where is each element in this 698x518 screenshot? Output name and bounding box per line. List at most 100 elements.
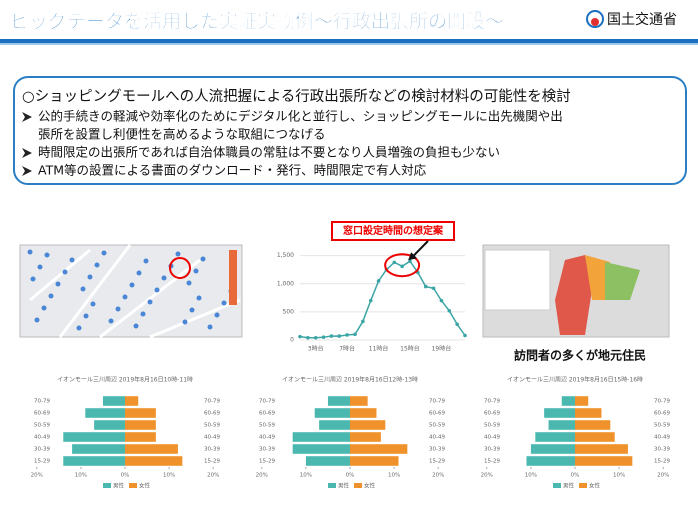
callout-text: 窓口設定時間の想定案 — [343, 224, 444, 237]
map-dot — [95, 263, 100, 268]
bar-male — [94, 420, 125, 430]
age-label: 50-59 — [654, 423, 670, 429]
map-legend-panel — [485, 250, 550, 310]
x-tick-label: 10% — [525, 473, 537, 479]
y-tick-label: 0 — [290, 337, 294, 344]
data-point — [447, 309, 451, 313]
legend-swatch — [328, 483, 336, 488]
x-tick-label: 20% — [31, 473, 43, 479]
legend-label: 女性 — [139, 482, 151, 490]
bar-female — [575, 444, 628, 454]
bar-female — [125, 396, 138, 406]
bar-female — [125, 444, 178, 454]
page: ビッグデータを活用した実証実験例～行政出張所の開設～ 国土交通省 ○ショッピング… — [0, 0, 698, 518]
legend-label: 男性 — [563, 482, 575, 490]
legend-swatch — [553, 483, 561, 488]
age-label: 50-59 — [204, 423, 220, 429]
bar-female — [575, 456, 632, 466]
bar-male — [535, 432, 575, 442]
age-label: 15-29 — [204, 459, 220, 465]
bar-male — [531, 444, 575, 454]
age-label: 70-79 — [204, 399, 220, 405]
x-tick-label: 20% — [207, 473, 219, 479]
header-bar-light — [0, 43, 698, 45]
map-dot — [109, 319, 114, 324]
age-label: 40-49 — [34, 435, 50, 441]
age-label: 40-49 — [429, 435, 445, 441]
x-tick-label: 0% — [571, 473, 580, 479]
age-label: 60-69 — [429, 411, 445, 417]
bar-male — [562, 396, 575, 406]
map-dot — [56, 282, 61, 287]
map-dot — [88, 275, 93, 280]
bar-male — [526, 456, 575, 466]
age-label: 30-39 — [429, 447, 445, 453]
bar-male — [293, 444, 350, 454]
x-tick-label: 20% — [481, 473, 493, 479]
map-caption: 訪問者の多くが地元住民 — [514, 348, 646, 363]
bar-female — [575, 432, 615, 442]
age-label: 60-69 — [654, 411, 670, 417]
age-label: 15-29 — [484, 459, 500, 465]
bar-male — [293, 432, 350, 442]
bullet-text: 公的手続きの軽減や効率化のためにデジタル化と並行し、ショッピングモールに出先機関… — [38, 109, 563, 124]
bar-male — [315, 408, 350, 418]
age-label: 30-39 — [484, 447, 500, 453]
data-point — [330, 334, 334, 338]
map-dot — [215, 313, 220, 318]
map-dot — [201, 257, 206, 262]
bar-male — [319, 420, 350, 430]
x-tick-label: 10% — [300, 473, 312, 479]
y-tick-label: 500 — [283, 308, 295, 315]
data-point — [298, 335, 302, 339]
map-dot — [84, 314, 89, 319]
data-point — [424, 285, 428, 289]
age-label: 70-79 — [654, 399, 670, 405]
legend-swatch — [579, 483, 587, 488]
bar-male — [544, 408, 575, 418]
bar-female — [350, 444, 407, 454]
age-label: 70-79 — [429, 399, 445, 405]
legend-label: 女性 — [364, 482, 376, 490]
bar-female — [125, 420, 156, 430]
age-label: 30-39 — [204, 447, 220, 453]
x-tick-label: 3時台 — [308, 345, 324, 353]
map-dot — [49, 294, 54, 299]
age-label: 50-59 — [429, 423, 445, 429]
map-dot — [162, 276, 167, 281]
data-point — [392, 261, 396, 265]
age-label: 30-39 — [259, 447, 275, 453]
data-point — [361, 320, 365, 324]
data-point — [455, 322, 459, 326]
age-label: 15-29 — [429, 459, 445, 465]
map-dot — [102, 251, 107, 256]
x-tick-label: 20% — [256, 473, 268, 479]
age-label: 70-79 — [484, 399, 500, 405]
x-tick-label: 19時台 — [432, 345, 452, 353]
bar-female — [350, 432, 381, 442]
map-dot — [134, 324, 139, 329]
bar-female — [350, 420, 385, 430]
bar-female — [575, 396, 588, 406]
x-tick-label: 10% — [75, 473, 87, 479]
data-point — [345, 333, 349, 337]
age-label: 40-49 — [484, 435, 500, 441]
map-dot — [91, 302, 96, 307]
bar-male — [72, 444, 125, 454]
bar-male — [306, 456, 350, 466]
map-dot — [222, 301, 227, 306]
data-point — [377, 279, 381, 283]
map-dot — [70, 258, 75, 263]
age-label: 40-49 — [654, 435, 670, 441]
age-label: 30-39 — [34, 447, 50, 453]
bar-female — [575, 408, 601, 418]
x-tick-label: 10% — [613, 473, 625, 479]
legend-label: 男性 — [338, 482, 350, 490]
legend-swatch — [129, 483, 137, 488]
bar-male — [549, 420, 575, 430]
data-point — [353, 333, 357, 337]
age-label: 60-69 — [204, 411, 220, 417]
map-dot — [197, 296, 202, 301]
map-dot — [38, 265, 43, 270]
age-label: 60-69 — [259, 411, 275, 417]
